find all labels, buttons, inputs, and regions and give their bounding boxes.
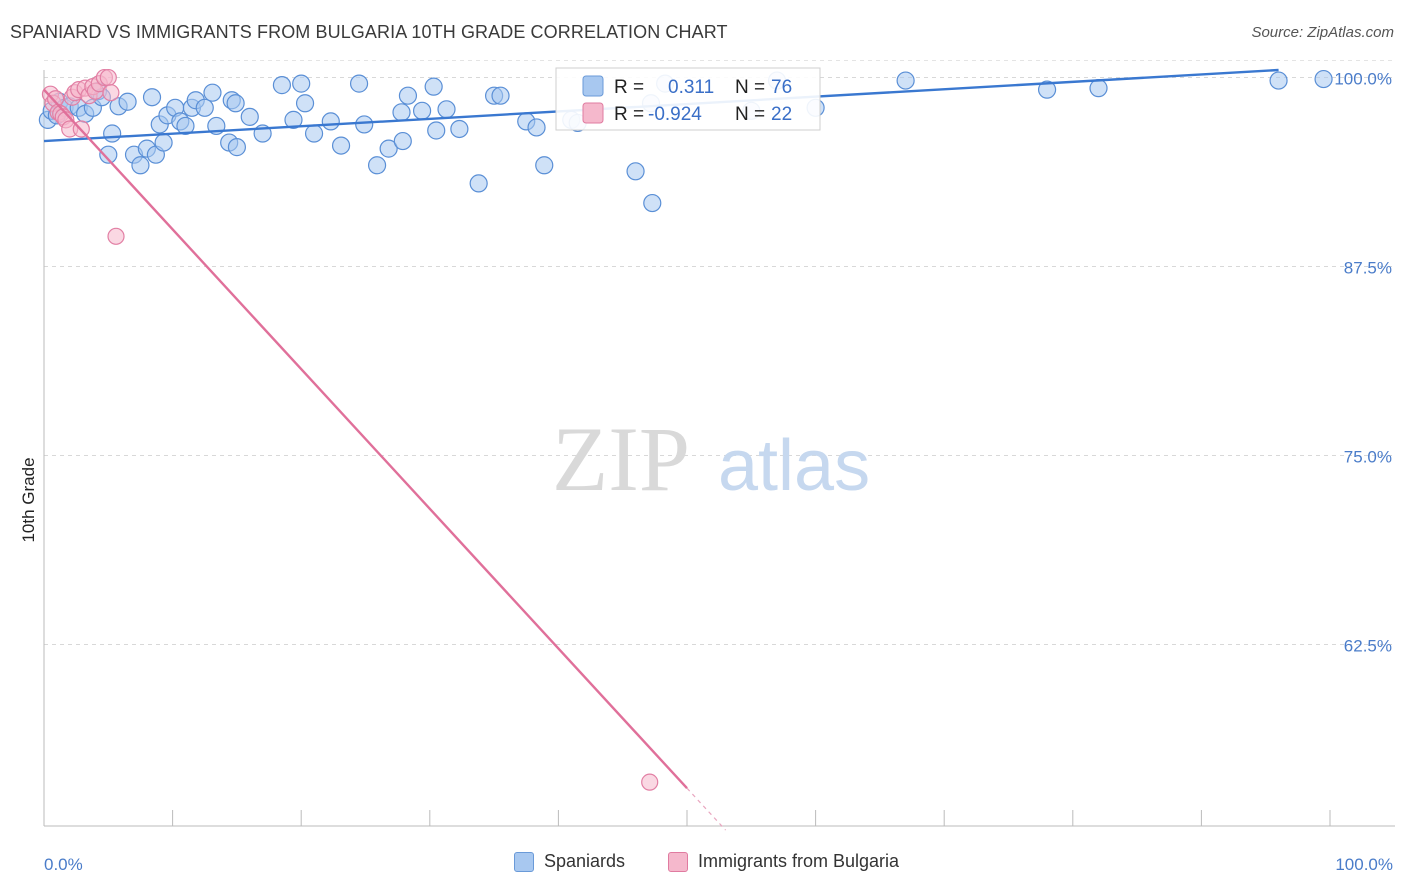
spaniards-point: [349, 74, 369, 93]
spaniards-point: [331, 136, 351, 155]
spaniards-point: [437, 100, 456, 119]
spaniards-swatch: [582, 75, 604, 97]
spaniards-point: [321, 112, 340, 131]
spaniards-point: [1269, 71, 1288, 90]
spaniards-point: [142, 88, 162, 107]
spaniards-point: [154, 133, 173, 152]
legend-label-spaniards: Spaniards: [544, 851, 626, 871]
spaniards-point: [424, 77, 443, 96]
axes: [43, 70, 1395, 827]
spaniards-point: [292, 74, 311, 93]
spaniards-point: [379, 139, 398, 158]
spaniards-point: [304, 124, 324, 143]
spaniards-point: [527, 118, 546, 137]
spaniards-point: [118, 92, 137, 111]
bulgaria-trend-line: [43, 88, 688, 790]
spaniards-point: [398, 86, 418, 105]
chart-title: SPANIARD VS IMMIGRANTS FROM BULGARIA 10T…: [10, 22, 728, 42]
bulgaria-point: [107, 227, 125, 245]
spaniards-point: [491, 86, 510, 105]
legend-item-spaniards: Spaniards: [514, 851, 625, 872]
y-tick-label: 100.0%: [1334, 70, 1392, 89]
spaniards-point: [103, 124, 122, 143]
y-tick-label: 62.5%: [1344, 637, 1392, 656]
legend-r-value-1: 0.311: [668, 77, 714, 98]
spaniards-point: [643, 193, 662, 213]
watermark-atlas: atlas: [718, 426, 870, 506]
legend-n-label-2: N =: [735, 104, 765, 125]
legend-label-bulgaria: Immigrants from Bulgaria: [698, 851, 900, 871]
legend-n-value-1: 76: [771, 77, 792, 98]
watermark: ZIP atlas: [552, 408, 870, 510]
legend-n-value-2: 22: [771, 104, 792, 125]
spaniards-point: [427, 121, 446, 140]
legend-n-label-1: N =: [735, 77, 765, 98]
legend-r-value-2: -0.924: [648, 104, 702, 125]
tick-labels: 100.0% 87.5% 75.0% 62.5% 0.0% 100.0%: [44, 70, 1393, 874]
spaniards-point: [1314, 69, 1333, 89]
spaniards-point: [535, 156, 554, 175]
spaniards-point: [1037, 80, 1057, 99]
bulgaria-points: [41, 68, 659, 791]
legend-r-label-1: R =: [614, 77, 644, 98]
x-tick-label: 0.0%: [44, 855, 83, 874]
y-tick-label: 75.0%: [1344, 448, 1392, 467]
bulgaria-trend-extension: [686, 787, 727, 831]
spaniards-legend-swatch: [514, 851, 534, 872]
legend-item-bulgaria: Immigrants from Bulgaria: [668, 851, 899, 872]
stats-legend: R = 0.311 N = 76 R = -0.924 N = 22: [555, 67, 821, 131]
spaniards-point: [99, 145, 118, 164]
spaniards-point: [412, 101, 432, 120]
bulgaria-point: [99, 68, 117, 87]
legend-r-label-2: R =: [614, 104, 644, 125]
bulgaria-legend-swatch: [668, 851, 688, 872]
spaniards-point: [176, 116, 195, 136]
spaniards-point: [355, 115, 374, 134]
spaniards-point: [131, 156, 150, 175]
spaniards-point: [1089, 79, 1108, 98]
source-label: Source: ZipAtlas.com: [1251, 24, 1394, 41]
spaniards-point: [367, 156, 387, 175]
watermark-zip: ZIP: [552, 408, 690, 510]
spaniards-point: [240, 107, 259, 126]
spaniards-point: [227, 138, 246, 157]
spaniards-point: [272, 76, 292, 95]
spaniards-point: [195, 98, 214, 117]
spaniards-point: [393, 131, 412, 151]
y-axis-label: 10th Grade: [19, 457, 38, 542]
spaniards-point: [284, 110, 303, 129]
bulgaria-point: [102, 84, 120, 102]
bulgaria-swatch: [582, 102, 604, 124]
spaniards-point: [392, 103, 411, 122]
spaniards-point: [450, 119, 469, 139]
x-tick-label: 100.0%: [1335, 855, 1393, 874]
bulgaria-point: [641, 773, 659, 791]
bottom-legend: Spaniards Immigrants from Bulgaria: [0, 851, 1406, 879]
y-tick-label: 87.5%: [1344, 259, 1392, 278]
gridlines: [44, 60, 1395, 646]
spaniards-point: [226, 94, 245, 113]
spaniards-point: [203, 83, 222, 102]
spaniards-point: [469, 174, 488, 193]
spaniards-point: [626, 162, 645, 181]
spaniards-point: [896, 71, 915, 90]
spaniards-point: [295, 94, 315, 113]
